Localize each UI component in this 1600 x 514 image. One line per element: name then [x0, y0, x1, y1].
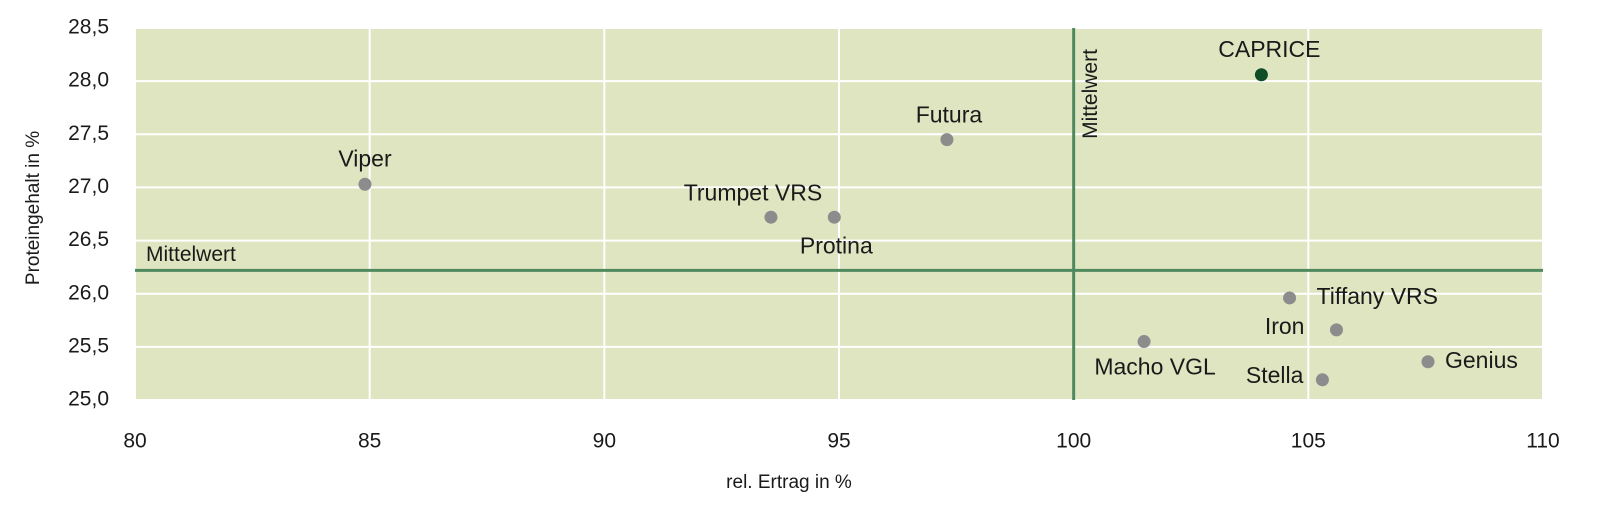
- point: [827, 210, 841, 224]
- y-tick-label: 27,0: [68, 175, 109, 198]
- y-tick-label: 25,5: [68, 334, 109, 357]
- y-tick-label: 25,0: [68, 388, 109, 411]
- y-tick-label: 26,5: [68, 228, 109, 251]
- y-tick-label: 27,5: [68, 122, 109, 145]
- point-label: Tiffany VRS: [1317, 283, 1438, 309]
- y-tick-label: 26,0: [68, 281, 109, 304]
- point-label: Trumpet VRS: [684, 179, 822, 205]
- point: [358, 177, 372, 191]
- x-tick-label: 80: [123, 430, 146, 453]
- x-tick-label: 95: [827, 430, 850, 453]
- point: [1421, 355, 1435, 369]
- point-label: CAPRICE: [1218, 36, 1320, 62]
- point-label: Macho VGL: [1094, 354, 1216, 380]
- y-tick-label: 28,0: [68, 69, 109, 92]
- point-label: Stella: [1246, 362, 1304, 388]
- x-tick-label: 105: [1291, 430, 1326, 453]
- y-axis-label: Proteingehalt in %: [23, 131, 44, 285]
- point-label: Futura: [916, 102, 983, 128]
- x-tick-label: 100: [1056, 430, 1091, 453]
- point-label: Iron: [1265, 313, 1305, 339]
- mean-label: Mittelwert: [1079, 49, 1102, 139]
- point: [940, 133, 954, 147]
- point: [1254, 68, 1268, 82]
- x-tick-label: 110: [1526, 430, 1559, 453]
- mean-label: Mittelwert: [146, 243, 236, 266]
- x-tick-label: 90: [593, 430, 616, 453]
- point: [1315, 373, 1329, 387]
- y-tick-label: 28,5: [68, 16, 109, 39]
- point: [764, 210, 778, 224]
- point: [1283, 291, 1297, 305]
- x-axis-label: rel. Ertrag in %: [726, 472, 852, 493]
- x-tick-label: 85: [358, 430, 381, 453]
- point: [1137, 335, 1151, 349]
- point-label: Genius: [1445, 347, 1518, 373]
- point-label: Viper: [338, 145, 392, 171]
- point: [1329, 323, 1343, 337]
- point-label: Protina: [800, 232, 873, 258]
